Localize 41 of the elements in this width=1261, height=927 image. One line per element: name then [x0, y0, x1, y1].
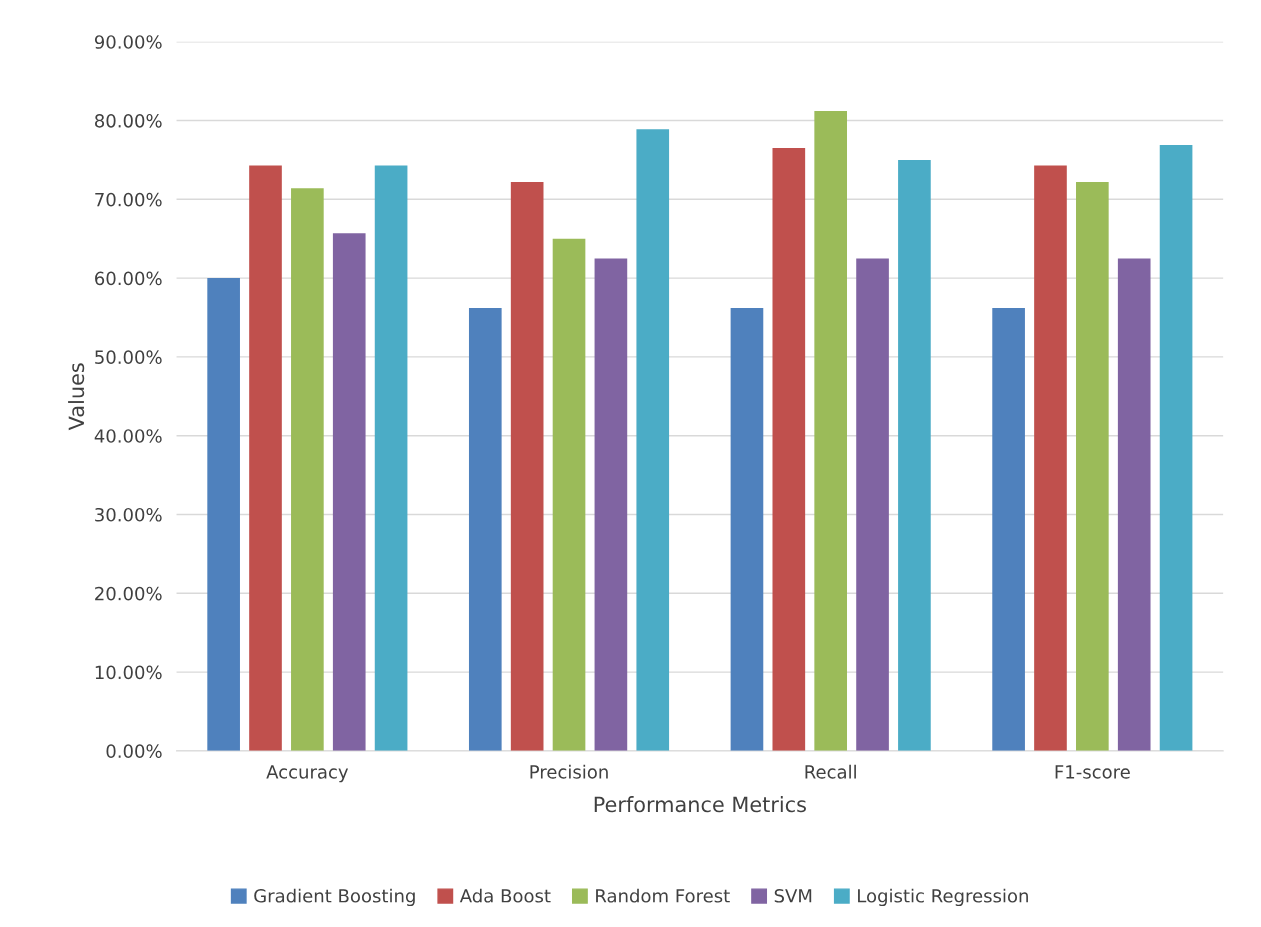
bar	[552, 238, 586, 751]
legend-label: Ada Boost	[459, 888, 551, 903]
bar	[992, 308, 1025, 751]
legend-label: Random Forest	[596, 888, 730, 903]
y-tick-label: 70.00%	[95, 192, 162, 207]
bar	[594, 258, 628, 751]
y-tick-label: 20.00%	[95, 586, 162, 601]
bar	[730, 308, 764, 751]
y-tick-label: 90.00%	[94, 35, 162, 49]
legend-label: Logistic Regression	[858, 888, 1028, 907]
bar	[772, 148, 806, 751]
y-tick-label: 40.00%	[94, 429, 162, 443]
legend-label: Gradient Boosting	[254, 888, 415, 907]
bar	[374, 165, 408, 751]
bar	[291, 188, 324, 751]
bar	[332, 233, 366, 751]
y-tick-label: 60.00%	[95, 271, 162, 286]
y-tick-label: 80.00%	[95, 113, 162, 128]
bar	[1159, 144, 1193, 751]
bar	[856, 258, 889, 751]
y-tick-label: 30.00%	[95, 507, 162, 522]
y-tick-label: 0.00%	[106, 744, 162, 758]
bar	[636, 129, 670, 751]
x-tick-label: Recall	[805, 764, 856, 779]
x-tick-label: Accuracy	[266, 765, 349, 783]
bar	[814, 111, 848, 751]
x-tick-label: F1-score	[1055, 765, 1130, 779]
bar	[468, 308, 502, 751]
bar	[207, 278, 240, 751]
bar	[898, 159, 931, 751]
bar	[249, 165, 282, 751]
bar	[1034, 165, 1067, 751]
y-axis-title: Values	[68, 363, 85, 431]
bar	[1076, 181, 1109, 751]
y-tick-label: 50.00%	[95, 350, 162, 365]
bar	[1117, 258, 1151, 751]
bar	[510, 181, 544, 751]
x-axis-title: Performance Metrics	[594, 796, 806, 813]
y-tick-label: 10.00%	[95, 665, 162, 680]
x-tick-label: Precision	[530, 764, 608, 779]
legend-label: SVM	[774, 888, 812, 903]
